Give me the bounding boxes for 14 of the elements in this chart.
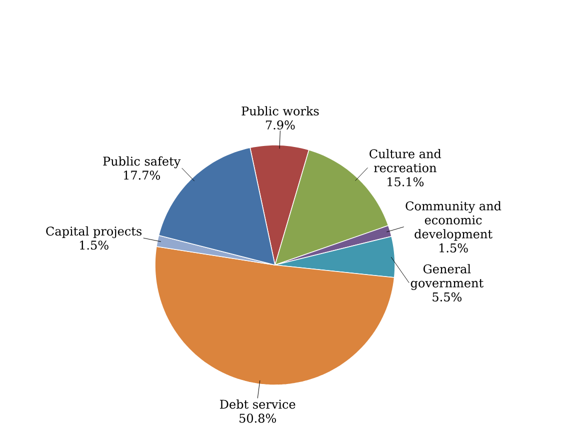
slice-label: Debt service	[220, 399, 296, 409]
slice-label: Community and economic development	[406, 201, 502, 241]
slice-label: Capital projects	[46, 226, 142, 238]
slice-label: Culture and recreation	[370, 149, 442, 172]
data-label: 15.1%	[388, 177, 424, 186]
data-label: 1.5%	[440, 243, 468, 252]
slice-label: Public safety	[103, 156, 181, 168]
data-label: 1.5%	[80, 240, 108, 250]
slice-label: Public works	[242, 106, 319, 116]
slice-label: General government	[410, 264, 484, 290]
data-label: 7.9%	[266, 120, 295, 130]
data-label: 5.5%	[432, 292, 462, 302]
data-label: 17.7%	[124, 170, 160, 180]
data-label: 50.8%	[240, 414, 276, 423]
